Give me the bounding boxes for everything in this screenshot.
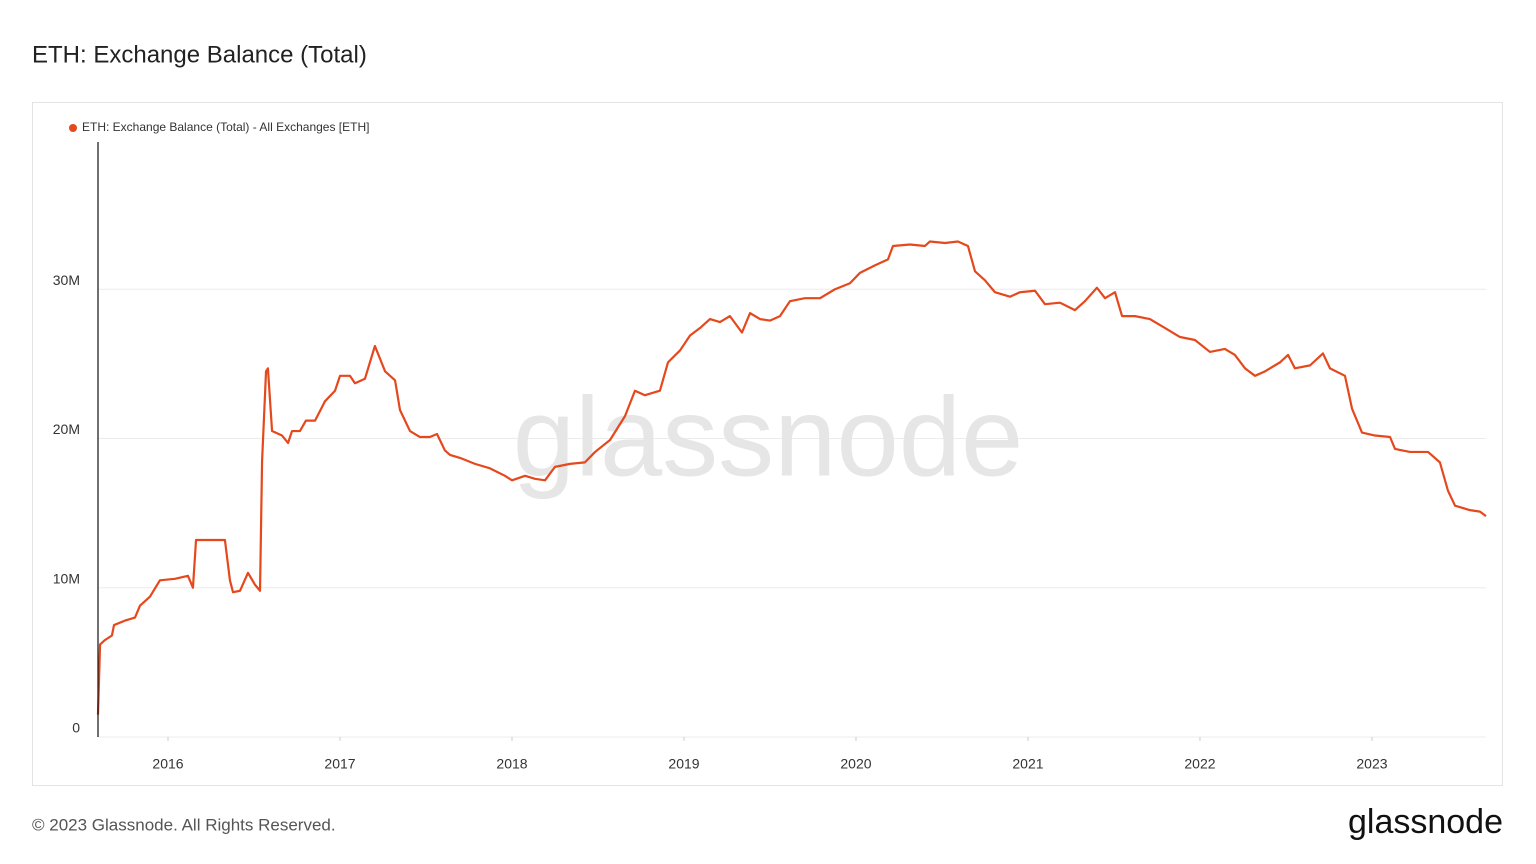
x-tick-label: 2017 [324,756,355,772]
chart-frame [32,102,1503,786]
watermark: glassnode [513,375,1024,500]
y-tick-label: 30M [53,272,80,288]
x-tick-label: 2019 [668,756,699,772]
chart-title: ETH: Exchange Balance (Total) [32,41,367,68]
data-line [96,240,1487,715]
legend-label: ETH: Exchange Balance (Total) - All Exch… [82,120,369,134]
copyright: © 2023 Glassnode. All Rights Reserved. [32,815,336,834]
y-tick-label: 20M [53,421,80,437]
x-tick-label: 2018 [496,756,527,772]
logo: glassnode [1348,803,1503,841]
y-tick-label: 0 [72,720,80,736]
y-tick-label: 10M [53,570,80,586]
x-tick-label: 2022 [1184,756,1215,772]
legend-marker [69,124,77,132]
x-tick-label: 2016 [152,756,183,772]
grid: 0 10M 20M 30M 2016 2017 2018 2019 2020 2021 2022 20… [53,272,1486,772]
x-tick-label: 2023 [1356,756,1387,772]
x-tick-label: 2021 [1012,756,1043,772]
x-tick-label: 2020 [840,756,871,772]
plot [96,240,1487,715]
